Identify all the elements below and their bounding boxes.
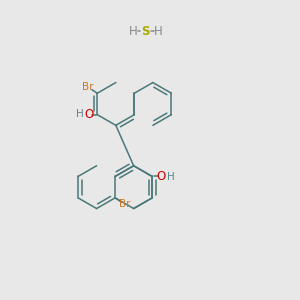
Text: Br: Br [82, 82, 94, 92]
Text: S: S [141, 25, 150, 38]
Text: H: H [129, 25, 137, 38]
Text: O: O [84, 108, 94, 121]
Text: H: H [154, 25, 162, 38]
Text: Br: Br [119, 200, 130, 209]
Text: H: H [76, 109, 83, 119]
Text: H: H [167, 172, 175, 182]
Text: O: O [156, 170, 165, 183]
